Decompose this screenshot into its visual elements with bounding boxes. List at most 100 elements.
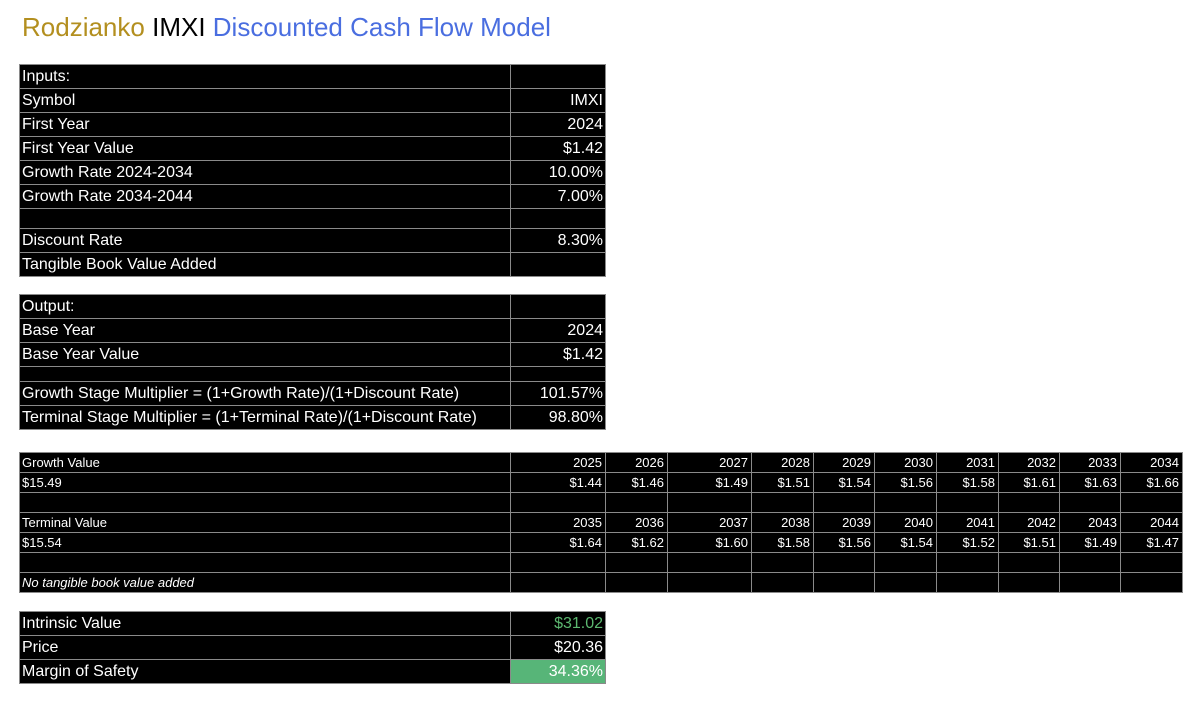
output-header: Output: [19, 294, 511, 319]
output-label: Base Year Value [19, 342, 511, 367]
projection-table: Growth Value 2025 2026 2027 2028 2029 20… [19, 452, 1183, 593]
table-row: First Year Value $1.42 [19, 136, 606, 161]
intrinsic-label: Intrinsic Value [19, 611, 511, 636]
table-row [19, 552, 1183, 573]
input-value[interactable]: 8.30% [510, 228, 606, 253]
terminal-value: $1.47 [1120, 532, 1183, 553]
terminal-value: $1.54 [874, 532, 937, 553]
growth-value: $1.44 [510, 472, 606, 493]
table-row: Terminal Value 2035 2036 2037 2038 2039 … [19, 512, 1183, 533]
growth-value: $1.56 [874, 472, 937, 493]
output-value: 101.57% [510, 381, 606, 406]
table-row: Base Year 2024 [19, 318, 606, 343]
input-label: First Year Value [19, 136, 511, 161]
table-row: Output: [19, 294, 606, 319]
growth-year: 2034 [1120, 452, 1183, 473]
table-row: Discount Rate 8.30% [19, 228, 606, 253]
input-value[interactable]: 2024 [510, 112, 606, 137]
terminal-year: 2037 [667, 512, 752, 533]
growth-value: $1.58 [936, 472, 999, 493]
terminal-year: 2038 [751, 512, 814, 533]
input-value[interactable]: 7.00% [510, 184, 606, 209]
output-label: Growth Stage Multiplier = (1+Growth Rate… [19, 381, 511, 406]
table-row: No tangible book value added [19, 572, 1183, 593]
table-row: Inputs: [19, 64, 606, 89]
growth-value: $1.51 [751, 472, 814, 493]
input-value[interactable]: IMXI [510, 88, 606, 113]
page-title: Rodzianko IMXI Discounted Cash Flow Mode… [22, 11, 551, 43]
margin-value: 34.36% [510, 659, 606, 684]
input-value[interactable] [510, 252, 606, 277]
table-row: Price $20.36 [19, 635, 606, 660]
terminal-value: $1.49 [1059, 532, 1121, 553]
input-label: Discount Rate [19, 228, 511, 253]
output-label [19, 366, 511, 382]
terminal-year: 2039 [813, 512, 875, 533]
output-label: Terminal Stage Multiplier = (1+Terminal … [19, 405, 511, 430]
terminal-value: $1.60 [667, 532, 752, 553]
output-value: 98.80% [510, 405, 606, 430]
table-row: First Year 2024 [19, 112, 606, 137]
growth-year: 2028 [751, 452, 814, 473]
growth-label: Growth Value [19, 452, 511, 473]
table-row: $15.54 $1.64 $1.62 $1.60 $1.58 $1.56 $1.… [19, 532, 1183, 553]
terminal-total: $15.54 [19, 532, 511, 553]
input-label: Symbol [19, 88, 511, 113]
output-value: $1.42 [510, 342, 606, 367]
table-row: $15.49 $1.44 $1.46 $1.49 $1.51 $1.54 $1.… [19, 472, 1183, 493]
terminal-year: 2036 [605, 512, 668, 533]
growth-value: $1.66 [1120, 472, 1183, 493]
input-label [19, 208, 511, 229]
terminal-value: $1.52 [936, 532, 999, 553]
growth-year: 2025 [510, 452, 606, 473]
input-value[interactable]: $1.42 [510, 136, 606, 161]
title-symbol: IMXI [152, 12, 206, 42]
input-value[interactable]: 10.00% [510, 160, 606, 185]
table-row [19, 492, 1183, 513]
table-row: Growth Rate 2034-2044 7.00% [19, 184, 606, 209]
input-label: Growth Rate 2034-2044 [19, 184, 511, 209]
output-label: Base Year [19, 318, 511, 343]
table-row: Base Year Value $1.42 [19, 342, 606, 367]
table-row: Terminal Stage Multiplier = (1+Terminal … [19, 405, 606, 430]
terminal-year: 2041 [936, 512, 999, 533]
input-label: First Year [19, 112, 511, 137]
table-row: Intrinsic Value $31.02 [19, 611, 606, 636]
growth-year: 2030 [874, 452, 937, 473]
summary-table: Intrinsic Value $31.02 Price $20.36 Marg… [19, 611, 606, 684]
table-row: Growth Rate 2024-2034 10.00% [19, 160, 606, 185]
terminal-year: 2040 [874, 512, 937, 533]
output-value [510, 366, 606, 382]
inputs-table: Inputs: Symbol IMXI First Year 2024 Firs… [19, 64, 606, 277]
output-table: Output: Base Year 2024 Base Year Value $… [19, 294, 606, 430]
table-row [19, 208, 606, 229]
terminal-value: $1.51 [998, 532, 1060, 553]
terminal-year: 2043 [1059, 512, 1121, 533]
input-label: Tangible Book Value Added [19, 252, 511, 277]
terminal-year: 2042 [998, 512, 1060, 533]
growth-year: 2031 [936, 452, 999, 473]
growth-value: $1.46 [605, 472, 668, 493]
table-row: Tangible Book Value Added [19, 252, 606, 277]
growth-year: 2026 [605, 452, 668, 473]
input-label: Growth Rate 2024-2034 [19, 160, 511, 185]
table-row: Growth Stage Multiplier = (1+Growth Rate… [19, 381, 606, 406]
input-value[interactable] [510, 208, 606, 229]
table-row [19, 366, 606, 382]
terminal-year: 2044 [1120, 512, 1183, 533]
output-value: 2024 [510, 318, 606, 343]
growth-year: 2032 [998, 452, 1060, 473]
table-row: Symbol IMXI [19, 88, 606, 113]
growth-year: 2027 [667, 452, 752, 473]
terminal-value: $1.58 [751, 532, 814, 553]
tangible-note: No tangible book value added [19, 572, 511, 593]
growth-value: $1.61 [998, 472, 1060, 493]
price-value: $20.36 [510, 635, 606, 660]
growth-value: $1.49 [667, 472, 752, 493]
growth-value: $1.63 [1059, 472, 1121, 493]
intrinsic-value: $31.02 [510, 611, 606, 636]
title-author: Rodzianko [22, 12, 145, 42]
growth-year: 2033 [1059, 452, 1121, 473]
terminal-label: Terminal Value [19, 512, 511, 533]
terminal-value: $1.62 [605, 532, 668, 553]
